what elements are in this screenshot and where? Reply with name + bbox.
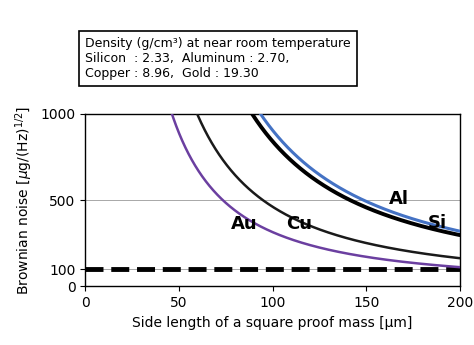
Text: Density (g/cm³) at near room temperature
Silicon  : 2.33,  Aluminum : 2.70,
Copp: Density (g/cm³) at near room temperature… [85, 37, 351, 80]
Text: Al: Al [389, 189, 409, 208]
Y-axis label: Brownian noise [$\mu$g/(Hz)$^{1/2}$]: Brownian noise [$\mu$g/(Hz)$^{1/2}$] [13, 106, 35, 295]
Text: Cu: Cu [286, 215, 312, 234]
Text: Au: Au [231, 215, 258, 234]
X-axis label: Side length of a square proof mass [μm]: Side length of a square proof mass [μm] [132, 316, 413, 329]
Text: Si: Si [428, 214, 447, 232]
